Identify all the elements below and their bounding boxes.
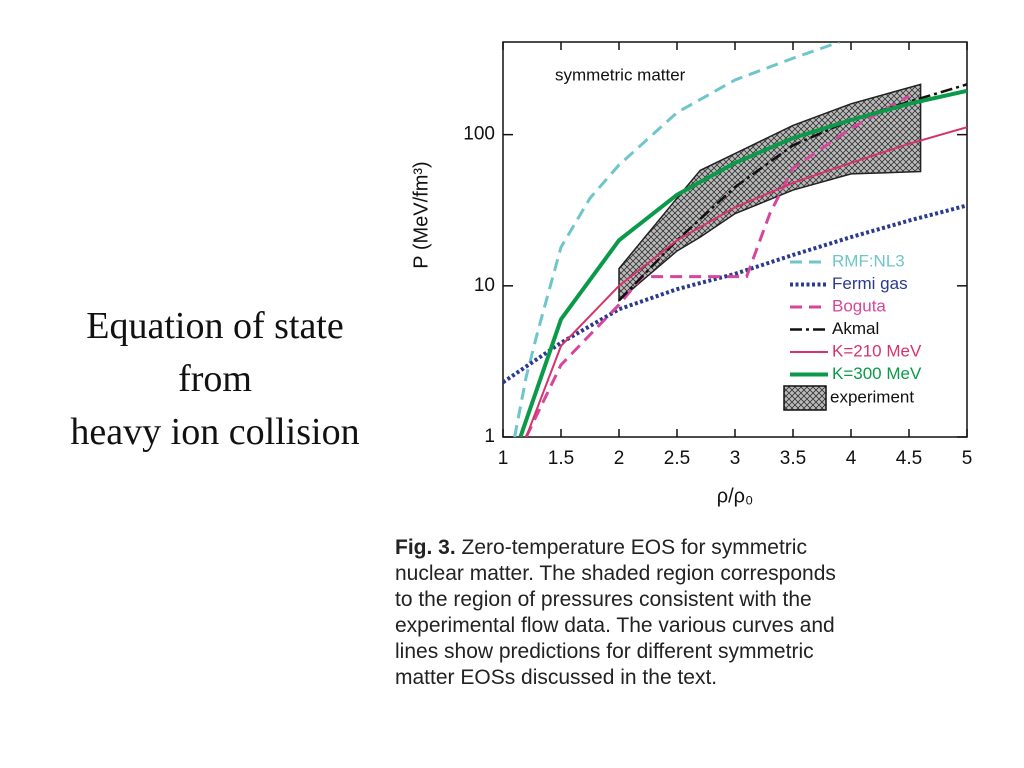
slide-text-line: Equation of state [86,305,344,347]
caption-line: nuclear matter. The shaded region corres… [395,561,836,587]
caption-line: lines show predictions for different sym… [395,639,836,665]
caption-text: lines show predictions for different sym… [395,640,814,663]
y-tick-label: 1 [484,426,495,447]
caption-line: experimental flow data. The various curv… [395,613,836,639]
series-line [513,42,840,437]
x-tick-label: 1 [498,448,509,469]
caption-line: matter EOSs discussed in the text. [395,665,836,691]
y-tick-label: 100 [463,124,495,145]
x-tick-label: 3 [730,448,741,469]
legend-label: K=300 MeV [832,364,922,383]
slide-text-line: from [178,358,252,400]
x-tick-label: 5 [962,448,973,469]
caption-line: to the region of pressures consistent wi… [395,587,836,613]
legend-swatch [783,385,827,411]
caption-text: matter EOSs discussed in the text. [395,666,718,689]
legend-label: Akmal [832,319,879,338]
annotation: symmetric matter [555,65,686,84]
y-axis-label: P (MeV/fm³) [410,161,432,268]
chart: symmetric matter ρ/ρ₀ P (MeV/fm³) 1 1.5 2 2… [410,41,973,507]
x-tick-label: 4 [846,448,857,469]
series-line [503,203,967,384]
legend-label: RMF:NL3 [832,251,905,270]
x-tick-label: 4.5 [896,448,922,469]
series-line [525,126,967,437]
slide-text-line: heavy ion collision [70,411,360,453]
series-line [524,94,910,437]
plot-area [503,42,967,437]
caption-label: Fig. 3. [395,536,456,559]
x-tick-label: 2.5 [664,448,690,469]
caption-text: experimental flow data. The various curv… [395,614,835,637]
caption: Fig. 3. Zero-temperature EOS for symmetr… [395,535,836,691]
legend-label: K=210 MeV [832,341,922,360]
x-tick-label: 2 [614,448,625,469]
series-line [618,83,967,302]
caption-text: nuclear matter. The shaded region corres… [395,562,836,585]
legend-label: Boguta [832,296,886,315]
slide-text: Equation of state from heavy ion collision [0,300,430,459]
caption-text: to the region of pressures consistent wi… [395,588,812,611]
x-axis-label: ρ/ρ₀ [717,485,754,507]
caption-text: Zero-temperature EOS for symmetric [461,536,807,559]
y-tick-label: 10 [474,275,495,296]
x-tick-label: 1.5 [548,448,574,469]
series-line [518,88,967,437]
legend-label: Fermi gas [832,274,908,293]
caption-line: Fig. 3. Zero-temperature EOS for symmetr… [395,535,836,561]
legend-label: experiment [830,387,914,406]
x-tick-label: 3.5 [780,448,806,469]
